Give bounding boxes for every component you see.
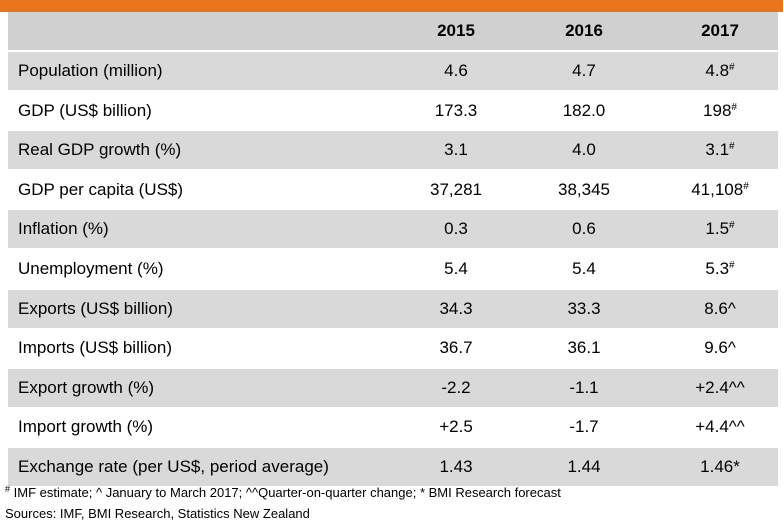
value-2017: 41,108# — [691, 179, 749, 199]
value-2015: 3.1 — [444, 140, 468, 160]
value-2015: 5.4 — [444, 258, 468, 278]
table-row: Population (million) 4.6 4.7 4.8# — [8, 52, 778, 90]
estimate-mark: # — [729, 141, 735, 153]
value-2016: 5.4 — [572, 258, 596, 278]
value-2017: 8.6^ — [704, 298, 736, 318]
header-year-2015: 2015 — [437, 21, 475, 40]
value-2017: 1.46* — [700, 456, 740, 476]
row-label: Inflation (%) — [18, 219, 109, 239]
value-2017: 4.8# — [705, 61, 735, 80]
value-2017: 198# — [703, 100, 737, 120]
value-2017: +4.4^^ — [695, 417, 745, 437]
top-accent-bar — [0, 0, 783, 12]
header-year-2017: 2017 — [701, 21, 739, 40]
value-2015: 34.3 — [439, 298, 473, 318]
value-2016: 1.44 — [567, 456, 601, 476]
value-2017: 1.5# — [705, 219, 735, 239]
footnotes: # IMF estimate; ^ January to March 2017;… — [5, 482, 561, 524]
value-2015: 4.6 — [444, 61, 468, 80]
value-2017: 5.3# — [705, 258, 735, 278]
row-label: Exchange rate (per US$, period average) — [18, 456, 329, 476]
estimate-mark: # — [731, 101, 737, 113]
sources-line: Sources: IMF, BMI Research, Statistics N… — [5, 506, 310, 521]
row-label: Unemployment (%) — [18, 258, 164, 278]
table-row: Exchange rate (per US$, period average) 1… — [8, 447, 778, 486]
row-label: Exports (US$ billion) — [18, 298, 173, 318]
table-header-row: 2015 2016 2017 — [8, 12, 778, 50]
row-label: Imports (US$ billion) — [18, 338, 172, 358]
header-year-2016: 2016 — [565, 21, 603, 40]
table-row: Exports (US$ billion) 34.3 33.3 8.6^ — [8, 289, 778, 328]
value-2016: 0.6 — [572, 219, 596, 239]
value-2016: 36.1 — [567, 338, 601, 358]
economic-indicators-table: 2015 2016 2017 Population (million) 4.6 4.… — [8, 12, 778, 488]
table-row: Inflation (%) 0.3 0.6 1.5# — [8, 210, 778, 249]
estimate-mark: # — [743, 180, 749, 192]
value-2016: 38,345 — [558, 179, 610, 199]
row-label: Export growth (%) — [18, 377, 155, 397]
row-label: Real GDP growth (%) — [18, 140, 182, 160]
value-2015: 1.43 — [439, 456, 473, 476]
value-2016: -1.7 — [569, 417, 599, 437]
table-row: Unemployment (%) 5.4 5.4 5.3# — [8, 249, 778, 288]
value-2017: +2.4^^ — [695, 377, 745, 397]
table-row: GDP per capita (US$) 37,281 38,345 41,108# — [8, 170, 778, 209]
row-label: Import growth (%) — [18, 417, 154, 437]
estimate-mark: # — [729, 62, 735, 73]
table-row: Real GDP growth (%) 3.1 4.0 3.1# — [8, 131, 778, 170]
value-2016: -1.1 — [569, 377, 599, 397]
value-2015: -2.2 — [441, 377, 471, 397]
value-2016: 33.3 — [567, 298, 601, 318]
estimate-mark: # — [729, 259, 735, 271]
value-2017: 3.1# — [705, 140, 735, 160]
row-label: GDP (US$ billion) — [18, 100, 152, 120]
value-2015: 37,281 — [430, 179, 482, 199]
table-row: Export growth (%) -2.2 -1.1 +2.4^^ — [8, 368, 778, 407]
value-2016: 4.0 — [572, 140, 596, 160]
footnote-line: # IMF estimate; ^ January to March 2017;… — [5, 484, 561, 501]
value-2017: 9.6^ — [704, 338, 736, 358]
table-row: GDP (US$ billion) 173.3 182.0 198# — [8, 91, 778, 130]
row-label: Population (million) — [18, 61, 163, 80]
table-row: Imports (US$ billion) 36.7 36.1 9.6^ — [8, 329, 778, 368]
row-label: GDP per capita (US$) — [18, 179, 184, 199]
value-2015: 36.7 — [439, 338, 473, 358]
value-2016: 4.7 — [572, 61, 596, 80]
table-row: Import growth (%) +2.5 -1.7 +4.4^^ — [8, 408, 778, 447]
value-2015: +2.5 — [439, 417, 473, 437]
estimate-mark: # — [729, 220, 735, 232]
value-2015: 0.3 — [444, 219, 468, 239]
value-2015: 173.3 — [434, 100, 478, 120]
value-2016: 182.0 — [562, 100, 606, 120]
footnote-mark: # — [5, 484, 11, 494]
